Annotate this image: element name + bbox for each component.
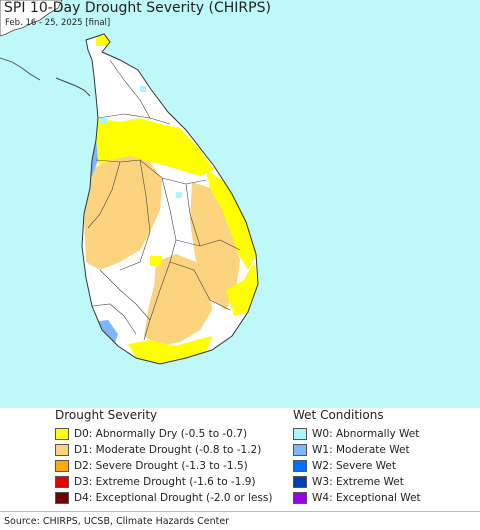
w0-patch-4 bbox=[110, 346, 118, 352]
wet-swatch bbox=[293, 444, 307, 456]
drought-legend-item: D4: Exceptional Drought (-2.0 or less) bbox=[55, 490, 272, 506]
drought-legend-label: D1: Moderate Drought (-0.8 to -1.2) bbox=[74, 444, 262, 456]
wet-legend-item: W4: Exceptional Wet bbox=[293, 490, 421, 506]
drought-swatch bbox=[55, 444, 69, 456]
source-credit: Source: CHIRPS, UCSB, Climate Hazards Ce… bbox=[0, 511, 480, 530]
wet-legend-label: W4: Exceptional Wet bbox=[312, 492, 421, 504]
drought-legend-label: D4: Exceptional Drought (-2.0 or less) bbox=[74, 492, 273, 504]
d0-region-north bbox=[96, 118, 214, 176]
wet-legend-label: W3: Extreme Wet bbox=[312, 476, 404, 488]
d0-patch-north-tip bbox=[96, 36, 110, 46]
wet-swatch bbox=[293, 460, 307, 472]
wet-legend-item: W3: Extreme Wet bbox=[293, 474, 421, 490]
drought-legend-item: D0: Abnormally Dry (-0.5 to -0.7) bbox=[55, 426, 272, 442]
drought-legend-item: D1: Moderate Drought (-0.8 to -1.2) bbox=[55, 442, 272, 458]
w0-patch-2 bbox=[176, 192, 182, 198]
wet-legend-label: W2: Severe Wet bbox=[312, 460, 396, 472]
wet-swatch bbox=[293, 476, 307, 488]
wet-legend-item: W0: Abnormally Wet bbox=[293, 426, 421, 442]
w0-patch-3 bbox=[140, 86, 146, 92]
drought-swatch bbox=[55, 460, 69, 472]
drought-legend-label: D2: Severe Drought (-1.3 to -1.5) bbox=[74, 460, 248, 472]
d1-region-south bbox=[144, 254, 212, 346]
mannar-island bbox=[55, 77, 91, 97]
district-boundaries bbox=[87, 59, 241, 341]
wet-legend-label: W1: Moderate Wet bbox=[312, 444, 410, 456]
d0-region-east bbox=[206, 170, 256, 270]
map-subtitle: Feb. 16 - 25, 2025 [final] bbox=[5, 18, 111, 28]
d0-region-southeast bbox=[226, 262, 258, 316]
wet-swatch bbox=[293, 428, 307, 440]
drought-swatch bbox=[55, 476, 69, 488]
india-landmass bbox=[0, 0, 63, 37]
drought-legend-item: D2: Severe Drought (-1.3 to -1.5) bbox=[55, 458, 272, 474]
wet-legend-label: W0: Abnormally Wet bbox=[312, 428, 420, 440]
island-border bbox=[81, 33, 259, 365]
map-title: SPI 10-Day Drought Severity (CHIRPS) bbox=[4, 0, 271, 16]
w0-patch-1 bbox=[100, 118, 108, 124]
sri-lanka-map bbox=[0, 0, 259, 365]
drought-legend-title: Drought Severity bbox=[55, 408, 158, 422]
drought-legend-item: D3: Extreme Drought (-1.6 to -1.9) bbox=[55, 474, 272, 490]
wet-legend-title: Wet Conditions bbox=[293, 408, 384, 422]
d1-region-west bbox=[84, 156, 162, 270]
wet-legend: Wet Conditions W0: Abnormally Wet W1: Mod… bbox=[293, 408, 421, 506]
wet-legend-item: W2: Severe Wet bbox=[293, 458, 421, 474]
drought-legend: Drought Severity D0: Abnormally Dry (-0.… bbox=[55, 408, 272, 506]
wet-swatch bbox=[293, 492, 307, 504]
drought-legend-label: D3: Extreme Drought (-1.6 to -1.9) bbox=[74, 476, 256, 488]
india-coast-line bbox=[0, 57, 41, 81]
wet-legend-item: W1: Moderate Wet bbox=[293, 442, 421, 458]
d0-region-south bbox=[128, 336, 212, 364]
map-area: SPI 10-Day Drought Severity (CHIRPS) Feb… bbox=[0, 0, 480, 408]
drought-swatch bbox=[55, 428, 69, 440]
drought-swatch bbox=[55, 492, 69, 504]
d0-patch-center bbox=[150, 256, 162, 266]
drought-legend-label: D0: Abnormally Dry (-0.5 to -0.7) bbox=[74, 428, 248, 440]
